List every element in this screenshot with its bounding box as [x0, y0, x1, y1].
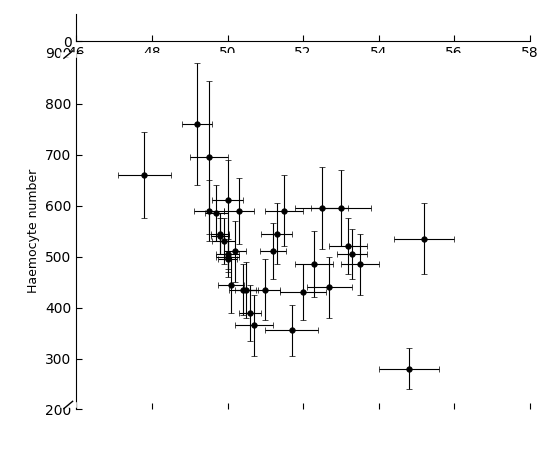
X-axis label: Development time (days): Development time (days)	[223, 66, 383, 79]
Y-axis label: Haemocyte number: Haemocyte number	[27, 169, 40, 293]
